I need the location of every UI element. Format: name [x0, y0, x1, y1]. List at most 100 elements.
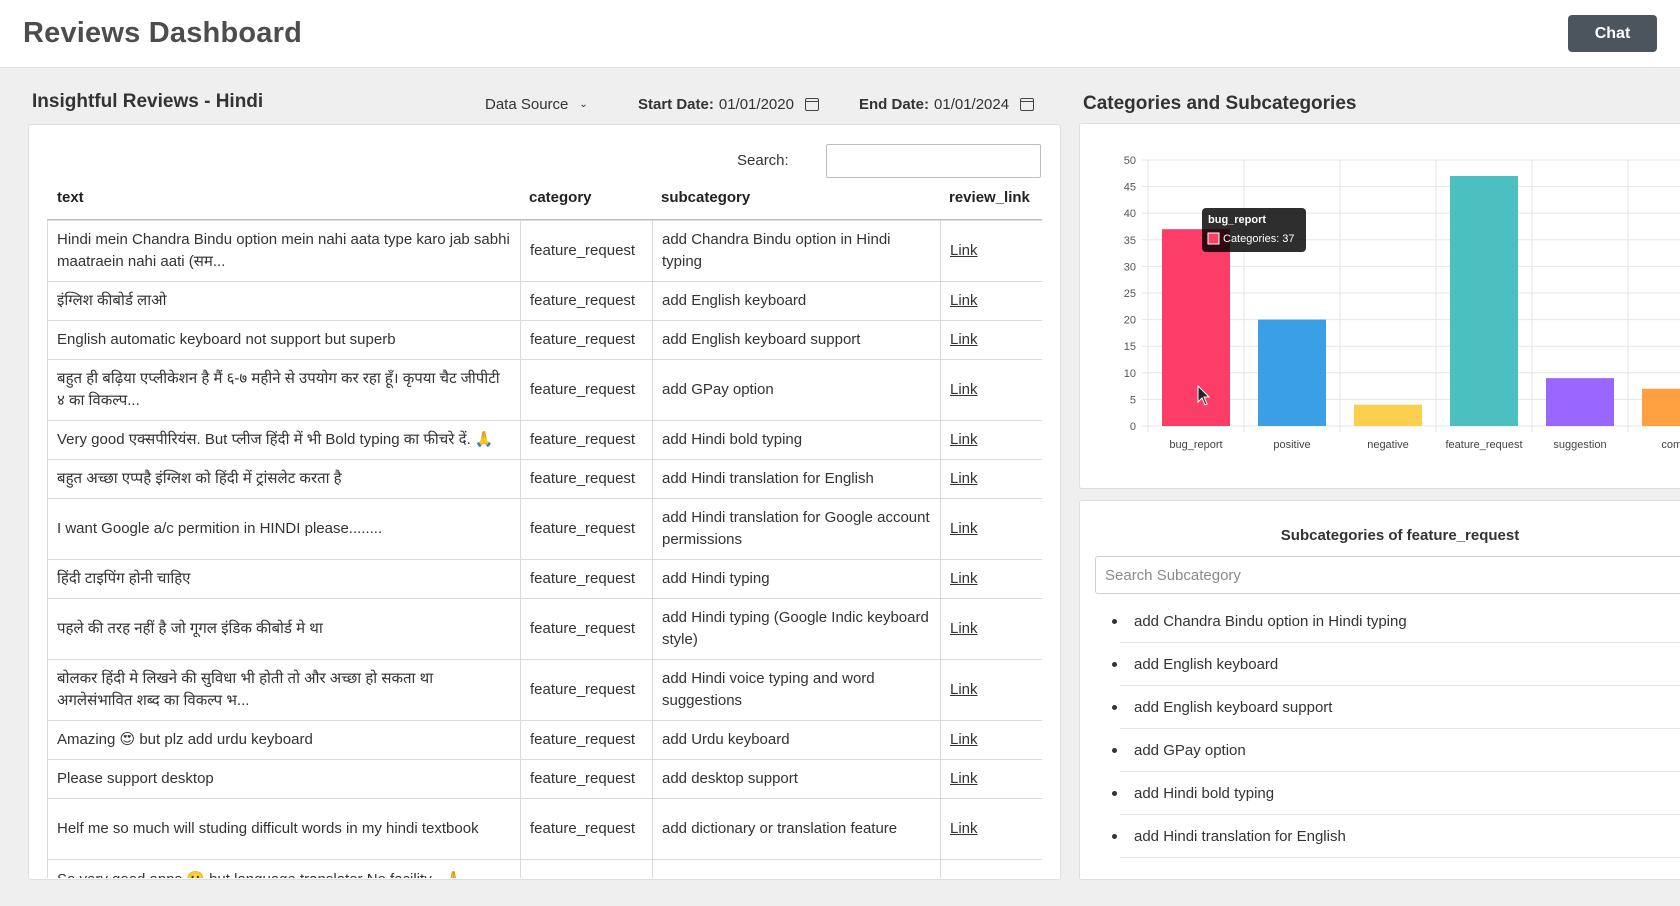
chart-section-title: Categories and Subcategories — [1083, 93, 1357, 114]
subcategory-cell: add Hindi typing — [652, 559, 941, 599]
reviews-section-title: Insightful Reviews - Hindi — [32, 91, 264, 112]
calendar-icon[interactable] — [1020, 98, 1035, 111]
top-bar: Reviews Dashboard Chat — [0, 0, 1680, 68]
subcategory-item[interactable]: add English keyboard — [1112, 643, 1680, 686]
subcategory-card: Subcategories of feature_request add Cha… — [1079, 500, 1680, 880]
y-tick-label: 15 — [1124, 341, 1136, 353]
review-link-cell: Link — [940, 320, 1042, 360]
review-link-cell: Link — [940, 420, 1042, 460]
table-row: इंग्लिश कीबोर्ड लाओ feature_request add En… — [47, 281, 1042, 321]
table-row: So very good apps 🙂 but language transla… — [47, 859, 1042, 878]
review-link-cell: Link — [940, 281, 1042, 321]
table-search-input[interactable] — [826, 144, 1041, 178]
table-row: हिंदी टाइपिंग होनी चाहिए feature_request a… — [47, 559, 1042, 599]
subcategory-item[interactable]: add Hindi bold typing — [1112, 772, 1680, 815]
y-tick-label: 35 — [1124, 235, 1136, 247]
review-text-cell: पहले की तरह नहीं है जो गूगल इंडिक कीबोर्… — [47, 598, 521, 660]
review-link[interactable]: Link — [950, 620, 978, 637]
review-text-cell: Amazing 😍 but plz add urdu keyboard — [47, 720, 521, 760]
x-tick-label: negative — [1367, 439, 1409, 451]
column-header-text[interactable]: text — [57, 189, 84, 206]
review-text-cell: I want Google a/c permition in HINDI ple… — [47, 498, 521, 560]
review-text-cell: बहुत ही बढ़िया एप्लीकेशन है मैं ६-७ महीन… — [47, 359, 521, 421]
subcategory-item[interactable]: add Chandra Bindu option in Hindi typing — [1112, 600, 1680, 643]
category-cell: feature_request — [520, 459, 653, 499]
category-cell: feature_request — [520, 598, 653, 660]
bar-positive[interactable] — [1258, 319, 1326, 426]
review-link-cell: Link — [940, 659, 1042, 721]
y-tick-label: 30 — [1124, 261, 1136, 273]
start-date-value: 01/01/2020 — [718, 96, 794, 113]
category-cell: feature_request — [520, 659, 653, 721]
subcategory-cell — [652, 859, 941, 878]
bar-negative[interactable] — [1354, 404, 1422, 426]
review-text-cell: So very good apps 🙂 but language transla… — [47, 859, 521, 878]
end-date-field[interactable]: End Date: 01/01/2024 — [859, 96, 1035, 113]
y-tick-label: 45 — [1124, 182, 1136, 194]
review-link[interactable]: Link — [950, 381, 978, 398]
category-cell: feature_request — [520, 798, 653, 860]
reviews-table-scroll[interactable]: Hindi mein Chandra Bindu option mein nah… — [47, 219, 1042, 878]
category-cell: feature_request — [520, 359, 653, 421]
bar-suggestion[interactable] — [1546, 378, 1614, 426]
bar-feature-request[interactable] — [1450, 175, 1518, 426]
category-cell: feature_request — [520, 720, 653, 760]
column-header-category[interactable]: category — [529, 189, 592, 206]
review-text-cell: हिंदी टाइपिंग होनी चाहिए — [47, 559, 521, 599]
table-row: बहुत अच्छा एप्पहै इंग्लिश को हिंदी में ट… — [47, 459, 1042, 499]
review-link[interactable]: Link — [950, 242, 978, 259]
start-date-field[interactable]: Start Date: 01/01/2020 — [638, 96, 819, 113]
subcategory-item[interactable]: add GPay option — [1112, 729, 1680, 772]
table-row: Helf me so much will studing difficult w… — [47, 798, 1042, 860]
table-row: English automatic keyboard not support b… — [47, 320, 1042, 360]
category-cell: feature_request — [520, 420, 653, 460]
x-tick-label: positive — [1273, 439, 1310, 451]
review-link[interactable]: Link — [950, 820, 978, 837]
table-row: बोलकर हिंदी मे लिखने की सुविधा भी होती त… — [47, 659, 1042, 721]
y-tick-label: 0 — [1130, 421, 1136, 433]
table-row: बहुत ही बढ़िया एप्लीकेशन है मैं ६-७ महीन… — [47, 359, 1042, 421]
review-link[interactable]: Link — [950, 681, 978, 698]
review-link[interactable]: Link — [950, 470, 978, 487]
subcategory-cell: add dictionary or translation feature — [652, 798, 941, 860]
subcategory-cell: add Hindi translation for English — [652, 459, 941, 499]
table-row: I want Google a/c permition in HINDI ple… — [47, 498, 1042, 560]
subcategory-list: add Chandra Bindu option in Hindi typing… — [1112, 600, 1680, 858]
subcategory-cell: add English keyboard support — [652, 320, 941, 360]
mouse-cursor-icon — [1197, 384, 1211, 406]
category-bar-chart[interactable]: 0 5 10 15 20 25 30 35 40 45 50 bug_report positive ne… — [1080, 124, 1680, 489]
table-row: Please support desktop feature_request add… — [47, 759, 1042, 799]
table-search-label: Search: — [737, 152, 789, 169]
subcategory-cell: add desktop support — [652, 759, 941, 799]
x-tick-label: compl — [1661, 439, 1680, 451]
column-header-subcategory[interactable]: subcategory — [661, 189, 751, 206]
review-link[interactable]: Link — [950, 570, 978, 587]
review-link-cell: Link — [940, 498, 1042, 560]
review-link-cell: Link — [940, 359, 1042, 421]
category-cell: feature_request — [520, 498, 653, 560]
review-link[interactable]: Link — [950, 520, 978, 537]
review-text-cell: Hindi mein Chandra Bindu option mein nah… — [47, 220, 521, 282]
review-link[interactable]: Link — [950, 331, 978, 348]
subcategory-item[interactable]: add Hindi translation for English — [1112, 815, 1680, 858]
review-link[interactable]: Link — [950, 731, 978, 748]
subcategory-item[interactable]: add English keyboard support — [1112, 686, 1680, 729]
chevron-down-icon: ⌄ — [579, 99, 588, 110]
column-header-review-link[interactable]: review_link — [949, 189, 1030, 206]
reviews-table: Hindi mein Chandra Bindu option mein nah… — [47, 220, 1042, 878]
review-link[interactable]: Link — [950, 292, 978, 309]
bar-compl[interactable] — [1642, 388, 1680, 426]
tooltip-body: Categories: 37 — [1223, 233, 1295, 245]
review-link[interactable]: Link — [950, 431, 978, 448]
review-link-cell: Link — [940, 798, 1042, 860]
subcategory-search-input[interactable] — [1095, 556, 1680, 594]
bar-bug-report[interactable] — [1162, 229, 1230, 426]
review-link[interactable]: Link — [950, 770, 978, 787]
data-source-dropdown[interactable]: Data Source ⌄ — [485, 96, 588, 113]
calendar-icon[interactable] — [804, 98, 819, 111]
review-text-cell: Helf me so much will studing difficult w… — [47, 798, 521, 860]
chat-button[interactable]: Chat — [1568, 15, 1657, 52]
data-source-label: Data Source — [485, 96, 569, 113]
x-tick-label: bug_report — [1169, 439, 1222, 451]
y-tick-label: 5 — [1130, 394, 1136, 406]
